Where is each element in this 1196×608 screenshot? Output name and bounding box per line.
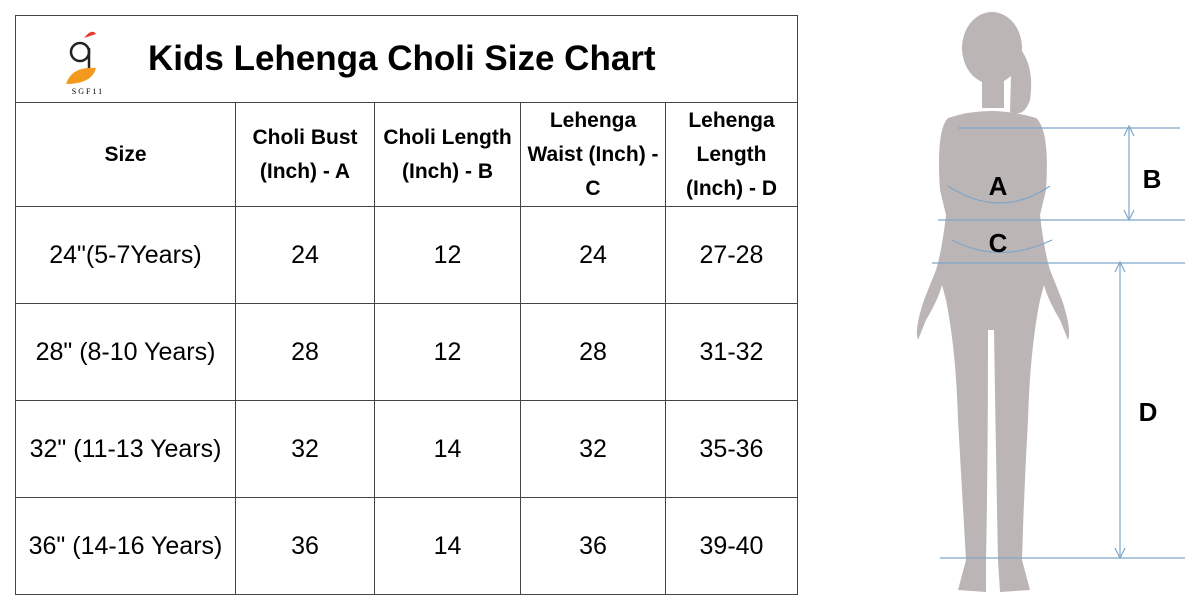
- title-wrap: SGF11 Kids Lehenga Choli Size Chart: [18, 16, 795, 102]
- header-row: Size Choli Bust (Inch) - A Choli Length (I…: [15, 102, 798, 207]
- measure-cell: 36: [520, 497, 666, 595]
- label-d: D: [1139, 397, 1158, 427]
- measure-cell: 32: [520, 400, 666, 498]
- column-header: Choli Length (Inch) - B: [374, 102, 521, 207]
- measure-cell: 39-40: [665, 497, 798, 595]
- measure-cell: 28: [235, 303, 375, 401]
- size-cell: 36" (14-16 Years): [15, 497, 236, 595]
- label-a: A: [989, 171, 1008, 201]
- measure-lines: [932, 124, 1185, 560]
- silhouette: [916, 12, 1070, 592]
- table-row: 36" (14-16 Years) 36 14 36 39-40: [15, 497, 798, 595]
- column-header: Lehenga Waist (Inch) - C: [520, 102, 666, 207]
- label-c: C: [989, 228, 1008, 258]
- measure-cell: 28: [520, 303, 666, 401]
- title-row: SGF11 Kids Lehenga Choli Size Chart: [15, 15, 798, 103]
- title: Kids Lehenga Choli Size Chart: [148, 39, 656, 78]
- measure-cell: 12: [374, 303, 521, 401]
- measure-cell: 14: [374, 400, 521, 498]
- table-row: 32" (11-13 Years) 32 14 32 35-36: [15, 400, 798, 498]
- logo-ring: [69, 41, 91, 63]
- logo-text: SGF11: [72, 87, 104, 96]
- table-row: 24"(5-7Years) 24 12 24 27-28: [15, 206, 798, 304]
- size-cell: 32" (11-13 Years): [15, 400, 236, 498]
- size-cell: 24"(5-7Years): [15, 206, 236, 304]
- logo: SGF11: [66, 31, 104, 96]
- table-row: 28" (8-10 Years) 28 12 28 31-32: [15, 303, 798, 401]
- size-table: SGF11 Kids Lehenga Choli Size Chart Size…: [15, 15, 798, 595]
- measure-cell: 14: [374, 497, 521, 595]
- column-header: Lehenga Length (Inch) - D: [665, 102, 798, 207]
- measure-cell: 32: [235, 400, 375, 498]
- measure-cell: 36: [235, 497, 375, 595]
- measure-cell: 31-32: [665, 303, 798, 401]
- measure-cell: 27-28: [665, 206, 798, 304]
- figure: A C B D: [916, 12, 1185, 592]
- measure-cell: 35-36: [665, 400, 798, 498]
- logo-leaf: [84, 31, 96, 38]
- column-header: Size: [15, 102, 236, 207]
- label-b: B: [1143, 164, 1162, 194]
- logo-fruit: [66, 67, 96, 84]
- size-cell: 28" (8-10 Years): [15, 303, 236, 401]
- measure-cell: 24: [235, 206, 375, 304]
- title-cell: SGF11 Kids Lehenga Choli Size Chart: [15, 15, 798, 103]
- measure-cell: 24: [520, 206, 666, 304]
- figure-labels: A C B D: [989, 164, 1162, 427]
- measure-cell: 12: [374, 206, 521, 304]
- column-header: Choli Bust (Inch) - A: [235, 102, 375, 207]
